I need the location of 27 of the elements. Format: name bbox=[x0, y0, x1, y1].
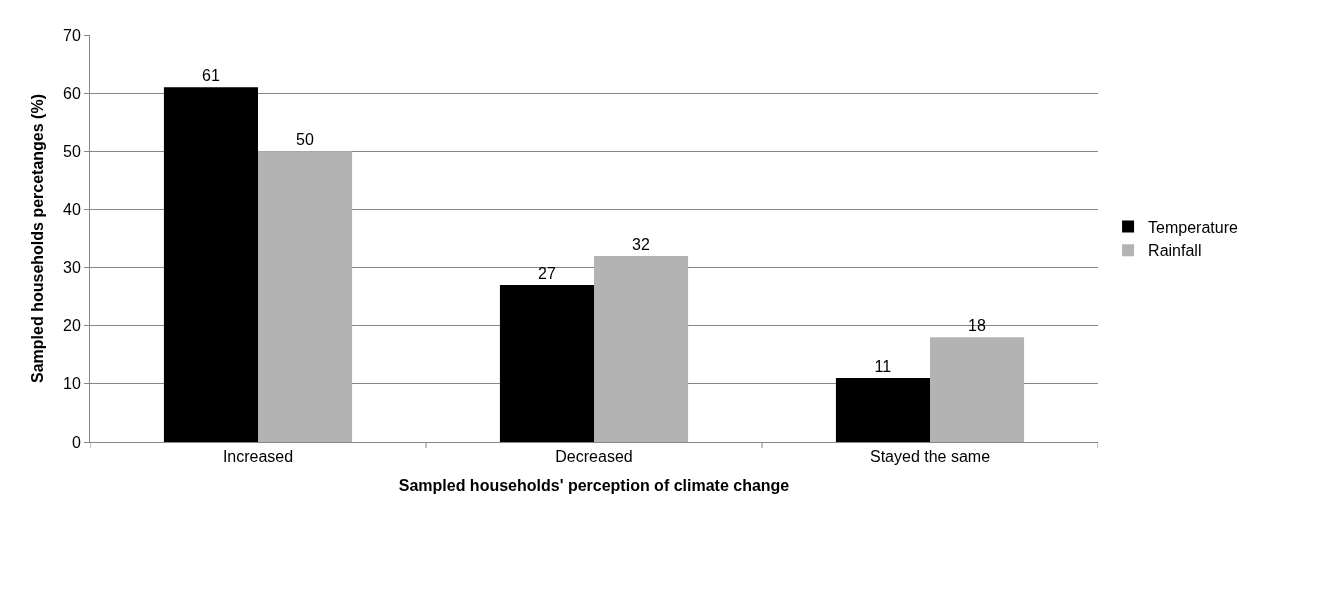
y-tick-label: 0 bbox=[71, 433, 81, 451]
legend-label: Temperature bbox=[1148, 218, 1238, 236]
y-tick-label: 10 bbox=[63, 375, 81, 393]
y-tick-label: 50 bbox=[63, 142, 81, 160]
y-tick-label: 40 bbox=[63, 201, 81, 219]
bar bbox=[594, 255, 689, 442]
x-tick-label: Stayed the same bbox=[869, 448, 991, 466]
data-label: 50 bbox=[296, 131, 314, 149]
x-axis-title: Sampled households' perception of climate change bbox=[398, 476, 790, 494]
y-tick-label: 60 bbox=[63, 84, 81, 102]
bar bbox=[258, 151, 353, 442]
x-tick-label: Increased bbox=[222, 448, 294, 466]
bar bbox=[930, 337, 1025, 442]
y-axis-title: Sampled households percetanges (%) bbox=[28, 94, 46, 383]
bar bbox=[163, 87, 258, 442]
y-tick-label: 20 bbox=[63, 317, 81, 335]
data-label: 32 bbox=[632, 235, 650, 253]
y-tick-label: 70 bbox=[63, 26, 81, 44]
y-tick-label: 30 bbox=[63, 259, 81, 277]
data-label: 11 bbox=[874, 358, 892, 376]
legend-label: Rainfall bbox=[1148, 242, 1202, 260]
bar bbox=[499, 285, 594, 442]
data-label: 61 bbox=[202, 67, 220, 85]
data-label: 18 bbox=[968, 317, 986, 335]
data-label: 27 bbox=[538, 265, 556, 283]
bar bbox=[835, 378, 930, 442]
x-tick-label: Decreased bbox=[555, 448, 633, 466]
